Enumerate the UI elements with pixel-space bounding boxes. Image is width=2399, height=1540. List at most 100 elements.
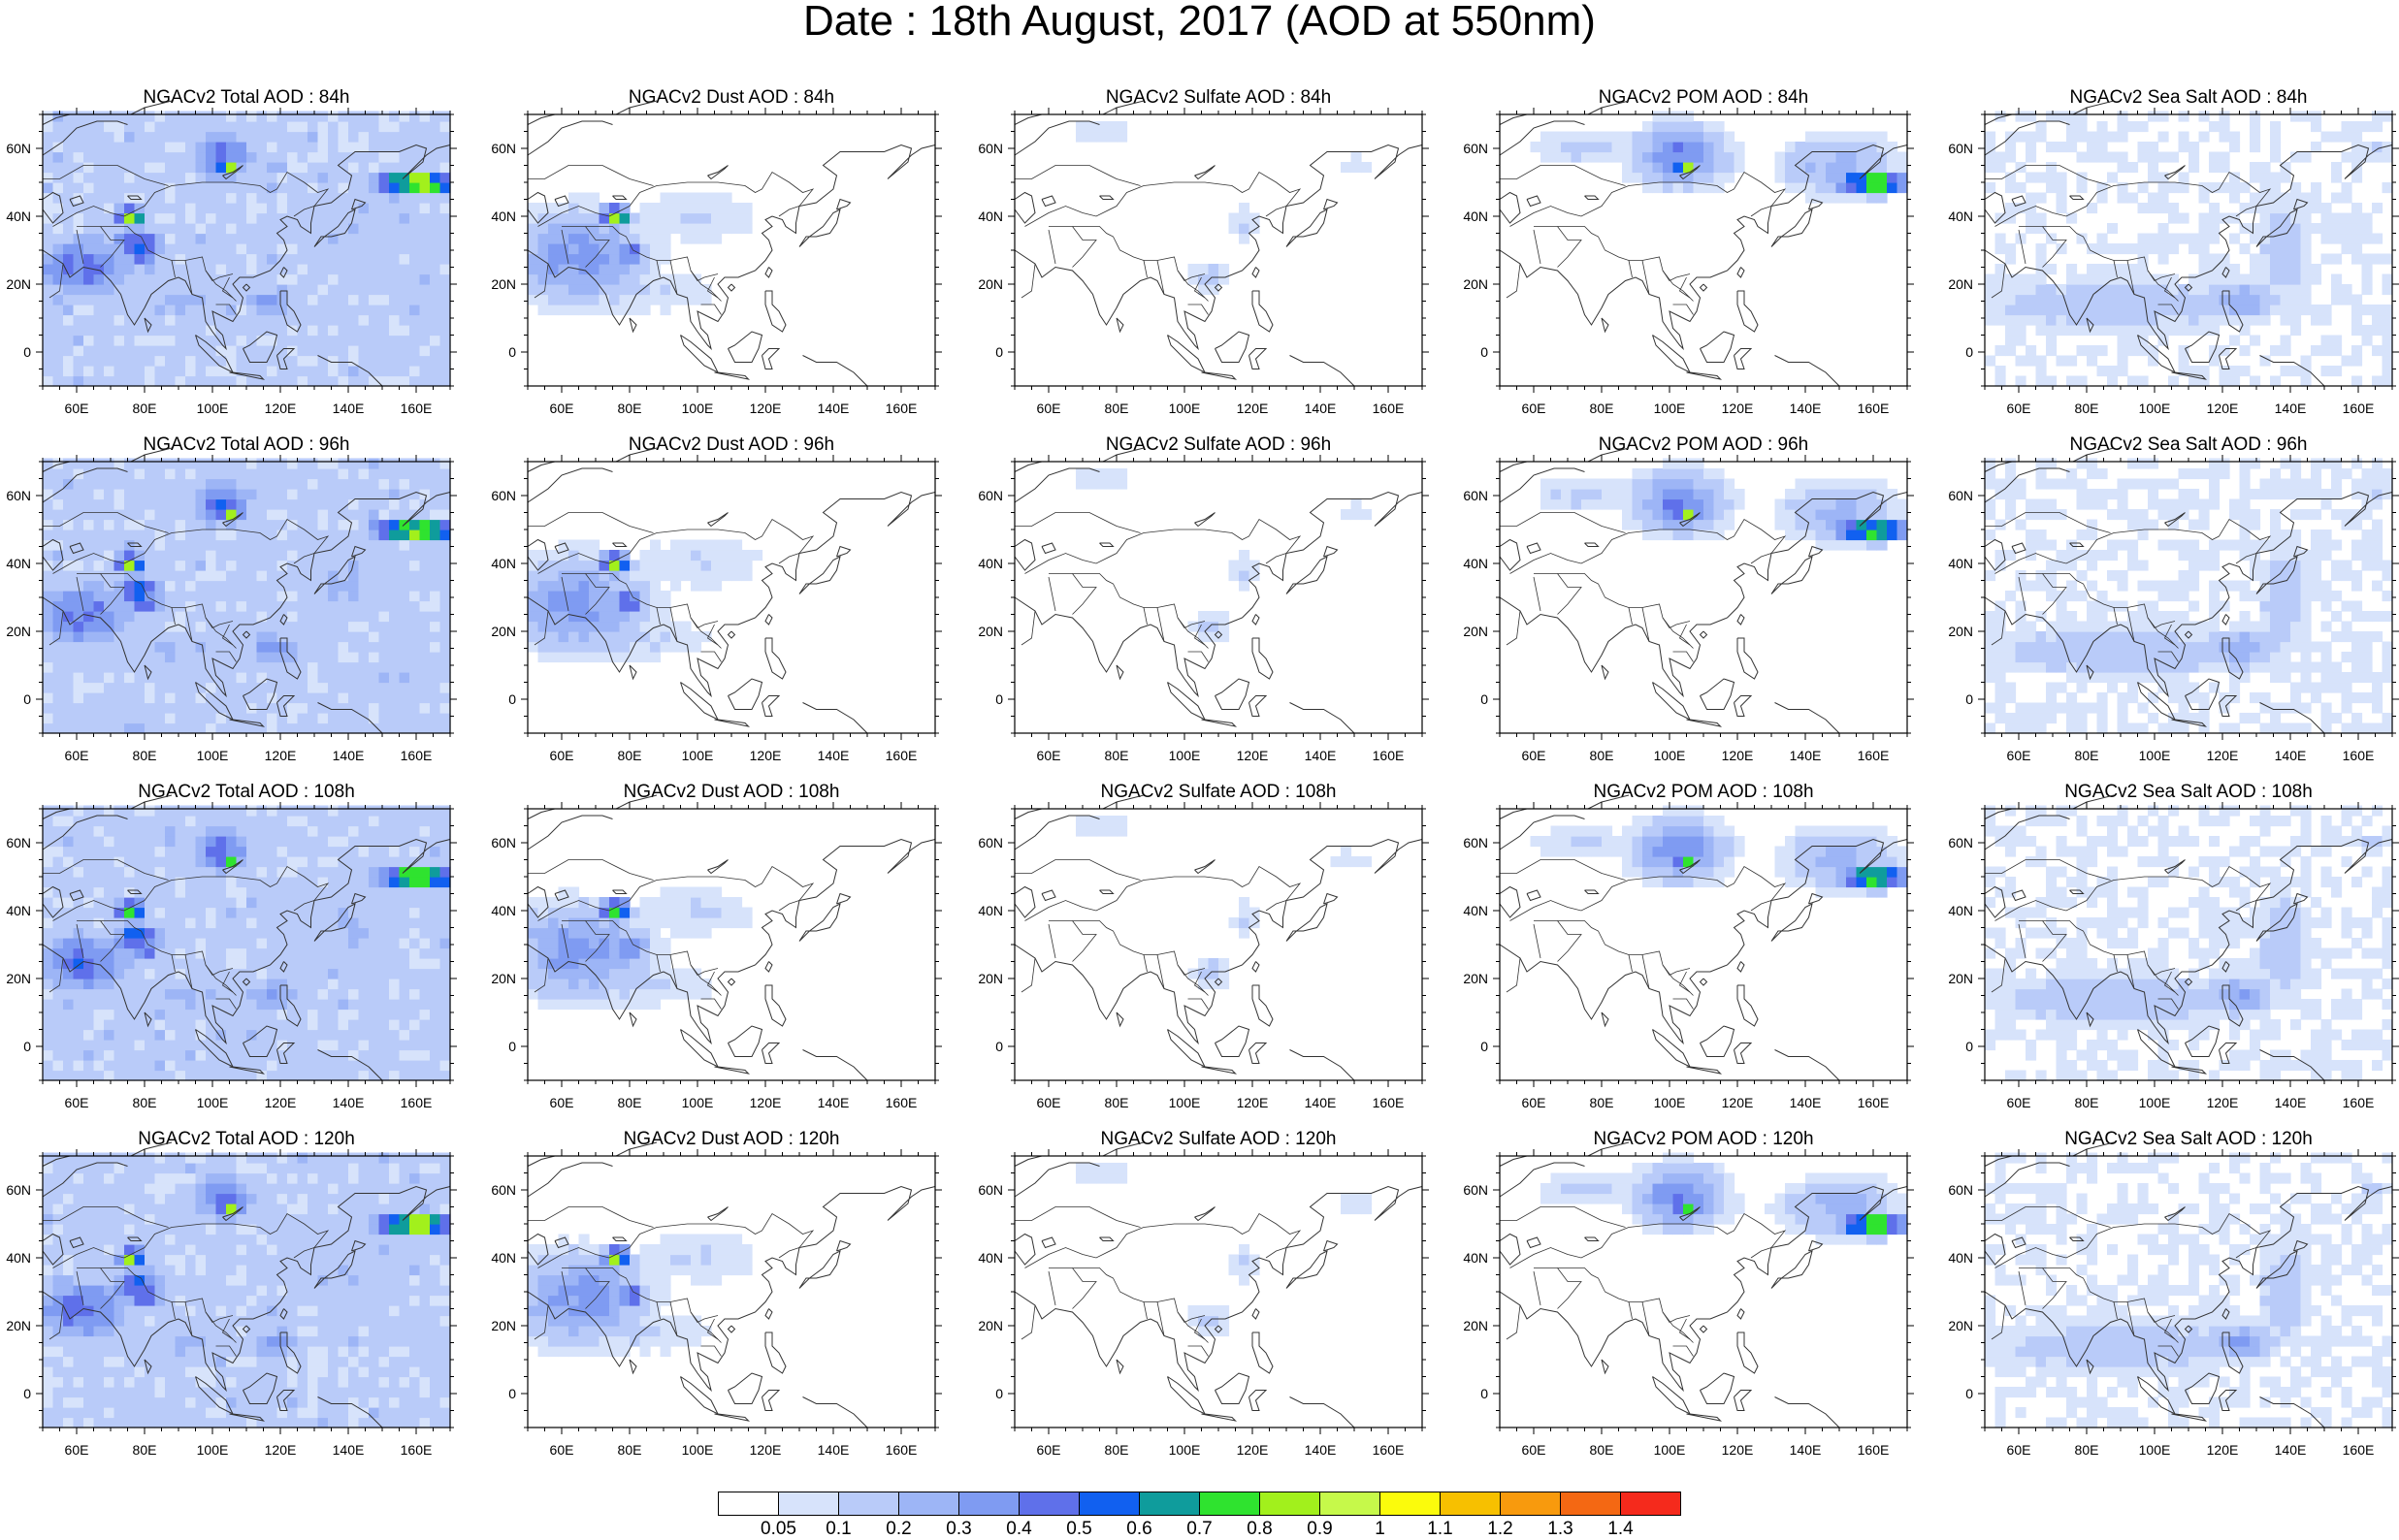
aod-cell [700, 631, 712, 643]
aod-cell [399, 212, 410, 224]
aod-cell [558, 600, 569, 612]
aod-cell [389, 111, 401, 122]
coastline [2184, 283, 2193, 292]
aod-cell [195, 325, 207, 337]
aod-cell [267, 652, 278, 663]
aod-cell [145, 631, 156, 643]
aod-cell [308, 458, 319, 469]
aod-cell [419, 212, 431, 224]
aod-cell [256, 243, 268, 255]
aod-cell [2178, 172, 2189, 183]
aod-cell [619, 243, 631, 255]
aod-cell [2311, 182, 2322, 194]
aod-cell [430, 489, 441, 500]
aod-cell [2005, 652, 2017, 663]
aod-cell [409, 335, 421, 346]
coastline [612, 542, 628, 547]
country-border [561, 229, 569, 265]
coastline [798, 209, 841, 247]
aod-cell [650, 294, 662, 305]
aod-cell [389, 641, 401, 653]
aod-cell [650, 243, 662, 255]
aod-cell [215, 131, 227, 143]
country-border [1500, 512, 1626, 533]
aod-cell [308, 162, 319, 174]
coastline [1736, 637, 1759, 680]
aod-cell [338, 223, 349, 235]
aod-cell [2046, 314, 2058, 326]
aod-cell [2198, 131, 2210, 143]
aod-cell [2137, 345, 2149, 357]
aod-cell [175, 631, 186, 643]
aod-cell [399, 702, 410, 714]
aod-cell [2026, 142, 2037, 153]
aod-cell [134, 172, 146, 183]
aod-cell [589, 284, 600, 296]
aod-cell [348, 253, 360, 265]
aod-cell [399, 713, 410, 724]
aod-cell [2250, 314, 2261, 326]
aod-cell [1591, 478, 1603, 490]
aod-cell [589, 652, 600, 663]
aod-cell [369, 212, 380, 224]
aod-cell [2382, 375, 2393, 387]
aod-cell [578, 192, 590, 204]
aod-cell [43, 366, 54, 377]
aod-cell [2076, 345, 2088, 357]
aod-cell [1622, 172, 1634, 183]
aod-cell [113, 611, 125, 623]
aod-cell [548, 305, 560, 316]
aod-cell [1856, 142, 1867, 153]
aod-cell [2229, 314, 2241, 326]
aod-cell [2209, 273, 2221, 285]
aod-cell [639, 273, 651, 285]
aod-cell [297, 489, 308, 500]
aod-cell [165, 702, 177, 714]
coastline [1770, 556, 1813, 594]
aod-cell [2087, 355, 2098, 367]
aod-cell [63, 162, 75, 174]
aod-cell [236, 621, 247, 632]
lat-tick-label: 20N [1463, 624, 1488, 639]
aod-cell [700, 284, 712, 296]
aod-cell [2076, 529, 2088, 541]
aod-cell [145, 253, 156, 265]
aod-cell [1642, 121, 1654, 133]
aod-cell [639, 305, 651, 316]
aod-cell [328, 375, 340, 387]
aod-cell [52, 591, 64, 602]
country-border [77, 226, 234, 282]
aod-cell [2066, 550, 2078, 561]
aod-cell [124, 722, 136, 734]
aod-cell [389, 305, 401, 316]
aod-cell [537, 233, 549, 244]
country-border [2042, 226, 2067, 268]
aod-cell [369, 375, 380, 387]
aod-cell [2198, 273, 2210, 285]
aod-cell [389, 151, 401, 163]
aod-cell [328, 702, 340, 714]
aod-cell [1652, 529, 1664, 541]
aod-cell [537, 223, 549, 235]
aod-cell [154, 489, 166, 500]
aod-cell [165, 498, 177, 510]
aod-cell [185, 223, 197, 235]
aod-cell [256, 550, 268, 561]
country-border [561, 576, 569, 612]
aod-cell [113, 284, 125, 296]
aod-cell [2219, 121, 2230, 133]
aod-cell [2341, 131, 2352, 143]
aod-cell [154, 366, 166, 377]
aod-cell [2219, 182, 2230, 194]
aod-cell [236, 253, 247, 265]
aod-cell [2259, 192, 2271, 204]
aod-cell [154, 509, 166, 521]
country-border [76, 576, 84, 612]
aod-cell [2168, 243, 2180, 255]
aod-cell [409, 722, 421, 734]
aod-cell [338, 529, 349, 541]
aod-cell [1826, 182, 1837, 194]
aod-cell [236, 560, 247, 571]
aod-cell [2026, 652, 2037, 663]
aod-cell [2250, 284, 2261, 296]
